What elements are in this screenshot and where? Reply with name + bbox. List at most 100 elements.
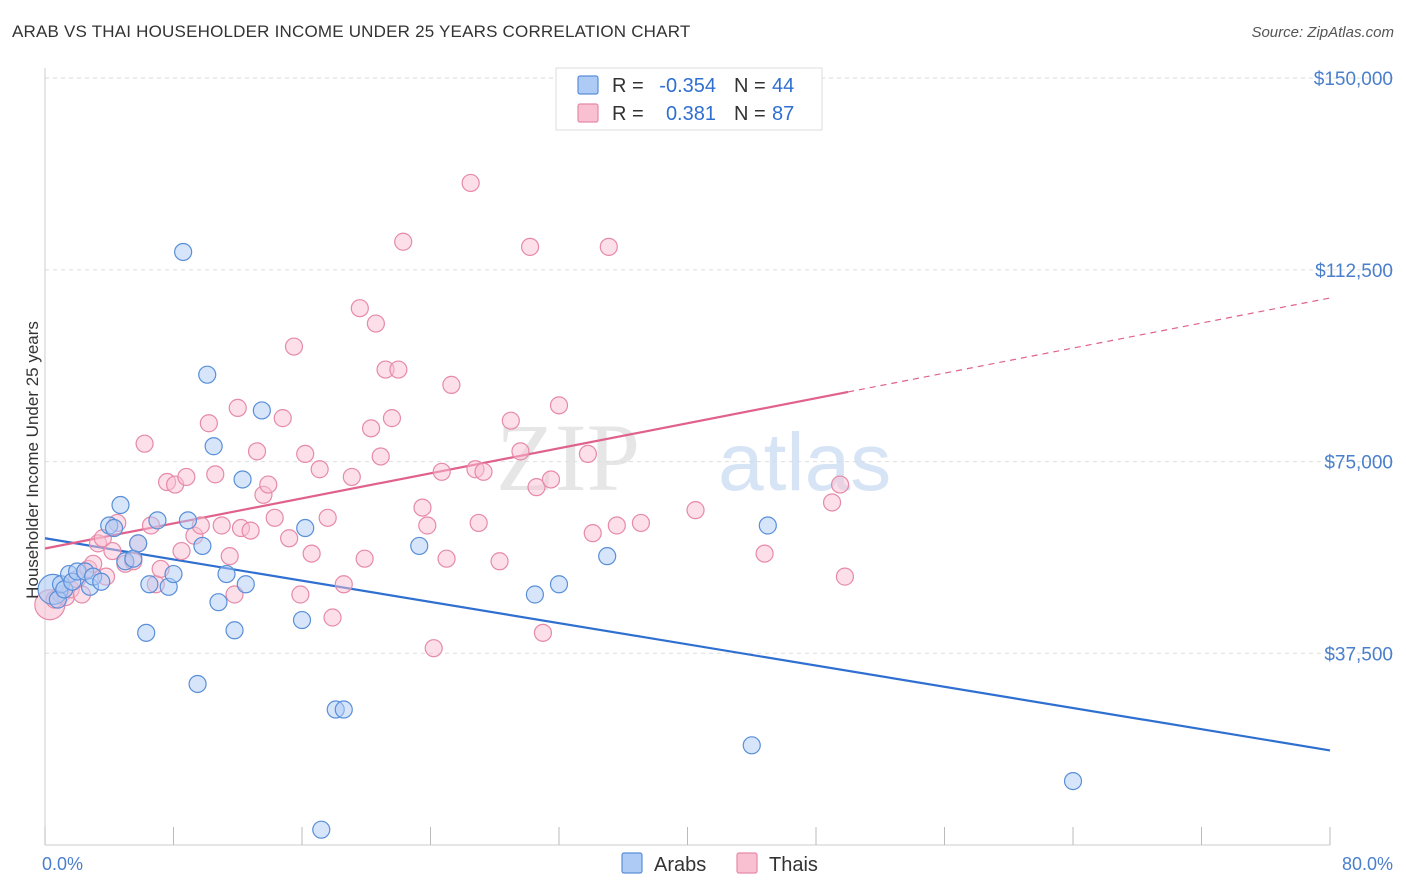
- arab-point: [410, 536, 429, 556]
- thai-point: [172, 541, 191, 561]
- thai-point: [490, 552, 509, 571]
- thai-point: [469, 513, 488, 533]
- x-tick-label: 80.0%: [1342, 854, 1393, 874]
- legend-n-label: N =: [734, 75, 766, 97]
- arab-point: [1063, 771, 1083, 791]
- legend-r-label: R =: [612, 75, 644, 97]
- legend-swatch: [577, 103, 599, 123]
- legend-r-value: 0.381: [666, 103, 716, 125]
- thai-point: [424, 639, 443, 658]
- legend-r-value: -0.354: [659, 75, 716, 97]
- thai-point: [247, 442, 267, 461]
- arab-point: [233, 470, 252, 489]
- thai-point: [755, 544, 774, 563]
- thai-point: [355, 549, 374, 568]
- arab-point: [549, 575, 569, 594]
- arab-point: [148, 511, 167, 530]
- legend-n-value: 87: [772, 103, 794, 125]
- legend-r-label: R =: [612, 103, 644, 125]
- thai-point: [220, 547, 239, 566]
- arab-point: [178, 511, 198, 530]
- thai-point: [830, 475, 850, 494]
- arab-point: [204, 437, 223, 456]
- legend: R = -0.354 N = 44 R = 0.381 N = 87: [555, 67, 823, 131]
- thai-point: [135, 434, 154, 453]
- chart-title: ARAB VS THAI HOUSEHOLDER INCOME UNDER 25…: [12, 22, 691, 41]
- axes: [44, 68, 1331, 846]
- thai-point: [583, 524, 602, 543]
- thai-point: [686, 501, 705, 520]
- legend-n-value: 44: [772, 75, 794, 97]
- legend-n-label: N =: [734, 103, 766, 125]
- thai-point: [103, 541, 122, 561]
- thai-point: [413, 498, 432, 517]
- arab-point: [193, 536, 212, 556]
- arabs-trendline: [44, 537, 1331, 752]
- thai-point: [302, 544, 321, 563]
- bottom-legend-label: Arabs: [654, 854, 706, 876]
- thai-point: [437, 549, 456, 568]
- arab-point: [236, 575, 255, 594]
- arab-point: [209, 593, 228, 612]
- thai-point: [474, 462, 493, 481]
- thais-trendline-extension: [848, 297, 1331, 393]
- thai-point: [310, 460, 329, 479]
- thai-point: [280, 529, 299, 548]
- thai-point: [371, 447, 390, 466]
- arab-point: [296, 518, 315, 538]
- legend-swatch: [577, 75, 599, 95]
- arab-point: [758, 516, 777, 535]
- thai-point: [284, 337, 304, 356]
- y-tick-label: $37,500: [1324, 644, 1393, 665]
- bottom-legend-swatch: [736, 852, 758, 874]
- thai-point: [265, 508, 284, 527]
- thai-point: [350, 299, 369, 318]
- arab-point: [198, 365, 217, 384]
- arab-point: [334, 700, 353, 719]
- arab-point: [164, 564, 183, 584]
- thai-point: [228, 398, 247, 417]
- arab-point: [104, 518, 124, 538]
- arab-point: [124, 549, 143, 568]
- arab-point: [174, 242, 193, 262]
- thai-point: [631, 513, 651, 533]
- bottom-legend-swatch: [621, 852, 643, 874]
- thai-point: [607, 516, 626, 535]
- arab-point: [292, 610, 312, 630]
- thai-point: [241, 521, 260, 540]
- thai-point: [259, 475, 278, 494]
- thai-point: [533, 623, 553, 642]
- thai-point: [177, 467, 196, 487]
- arab-point: [129, 534, 148, 553]
- arab-point: [92, 572, 111, 591]
- points: [34, 173, 1083, 839]
- y-tick-label: $112,500: [1315, 261, 1393, 282]
- thai-point: [389, 360, 408, 379]
- thai-point: [199, 414, 218, 433]
- thai-point: [527, 478, 546, 497]
- thai-point: [361, 419, 381, 438]
- thai-point: [511, 442, 530, 461]
- thai-point: [342, 467, 361, 487]
- tick-labels: $37,500 $75,000 $112,500 $150,000 0.0% 80.0%: [42, 69, 1393, 874]
- thai-point: [318, 508, 337, 527]
- legend-box: [555, 67, 823, 131]
- y-tick-label: $150,000: [1314, 69, 1393, 90]
- y-tick-label: $75,000: [1324, 453, 1393, 474]
- thai-point: [835, 567, 855, 586]
- thai-point: [334, 575, 353, 594]
- thai-point: [394, 232, 413, 251]
- arab-point: [525, 585, 545, 604]
- thai-point: [323, 608, 342, 627]
- arab-point: [111, 495, 130, 515]
- arab-point: [225, 621, 244, 640]
- bottom-legend-label: Thais: [769, 854, 818, 876]
- thai-point: [501, 411, 520, 430]
- bottom-legend: Arabs Thais: [621, 852, 818, 876]
- thai-point: [442, 375, 461, 394]
- arab-point: [312, 820, 331, 839]
- gridlines: [45, 77, 1395, 654]
- thai-point: [382, 409, 402, 428]
- arab-point: [188, 674, 207, 694]
